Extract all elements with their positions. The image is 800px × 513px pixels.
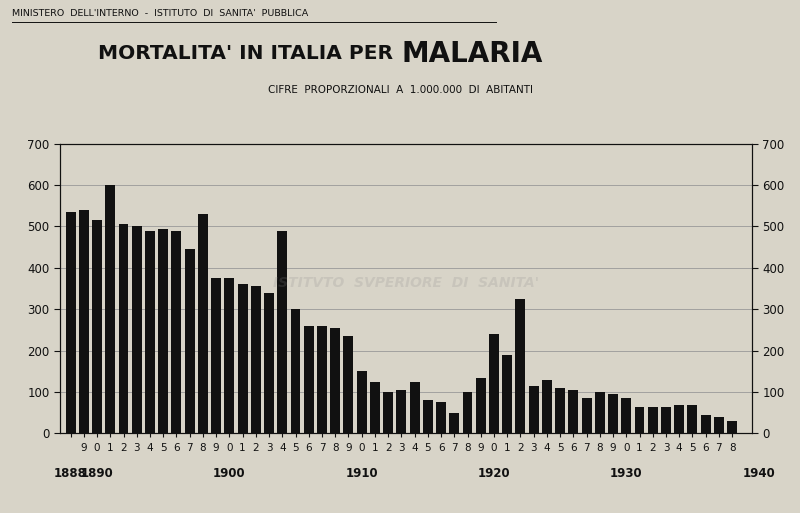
Bar: [251, 286, 261, 433]
Bar: [450, 413, 459, 433]
Bar: [370, 382, 380, 433]
Text: 1920: 1920: [478, 467, 510, 480]
Text: ISTITVTO  SVPERIORE  DI  SANITA': ISTITVTO SVPERIORE DI SANITA': [273, 276, 539, 290]
Bar: [106, 185, 115, 433]
Bar: [171, 230, 182, 433]
Bar: [595, 392, 605, 433]
Bar: [714, 417, 724, 433]
Bar: [158, 228, 168, 433]
Bar: [661, 407, 671, 433]
Text: 1940: 1940: [742, 467, 775, 480]
Bar: [515, 299, 526, 433]
Bar: [674, 404, 684, 433]
Text: 1910: 1910: [346, 467, 378, 480]
Bar: [502, 355, 512, 433]
Bar: [330, 328, 340, 433]
Bar: [92, 220, 102, 433]
Text: 1888: 1888: [54, 467, 87, 480]
Bar: [569, 390, 578, 433]
Bar: [648, 407, 658, 433]
Bar: [278, 230, 287, 433]
Bar: [290, 309, 301, 433]
Bar: [185, 249, 194, 433]
Bar: [687, 404, 698, 433]
Bar: [608, 394, 618, 433]
Bar: [476, 378, 486, 433]
Bar: [423, 400, 433, 433]
Bar: [132, 226, 142, 433]
Bar: [529, 386, 538, 433]
Text: MINISTERO  DELL'INTERNO  -  ISTITUTO  DI  SANITA'  PUBBLICA: MINISTERO DELL'INTERNO - ISTITUTO DI SAN…: [12, 9, 308, 18]
Text: 1900: 1900: [213, 467, 246, 480]
Bar: [264, 293, 274, 433]
Bar: [66, 212, 75, 433]
Bar: [145, 230, 155, 433]
Text: 1930: 1930: [610, 467, 642, 480]
Bar: [462, 392, 473, 433]
Bar: [634, 407, 645, 433]
Bar: [436, 402, 446, 433]
Bar: [211, 278, 221, 433]
Bar: [622, 398, 631, 433]
Bar: [555, 388, 565, 433]
Bar: [701, 415, 710, 433]
Bar: [410, 382, 419, 433]
Bar: [489, 334, 499, 433]
Bar: [383, 392, 393, 433]
Bar: [118, 224, 129, 433]
Bar: [304, 326, 314, 433]
Bar: [727, 421, 737, 433]
Bar: [317, 326, 327, 433]
Text: MORTALITA' IN ITALIA PER: MORTALITA' IN ITALIA PER: [98, 44, 400, 64]
Bar: [542, 380, 552, 433]
Bar: [397, 390, 406, 433]
Text: 1890: 1890: [81, 467, 114, 480]
Text: CIFRE  PROPORZIONALI  A  1.000.000  DI  ABITANTI: CIFRE PROPORZIONALI A 1.000.000 DI ABITA…: [267, 85, 533, 95]
Bar: [79, 210, 89, 433]
Bar: [582, 398, 591, 433]
Bar: [238, 284, 247, 433]
Bar: [357, 371, 366, 433]
Bar: [198, 214, 208, 433]
Bar: [224, 278, 234, 433]
Bar: [343, 336, 354, 433]
Text: MALARIA: MALARIA: [402, 40, 543, 68]
